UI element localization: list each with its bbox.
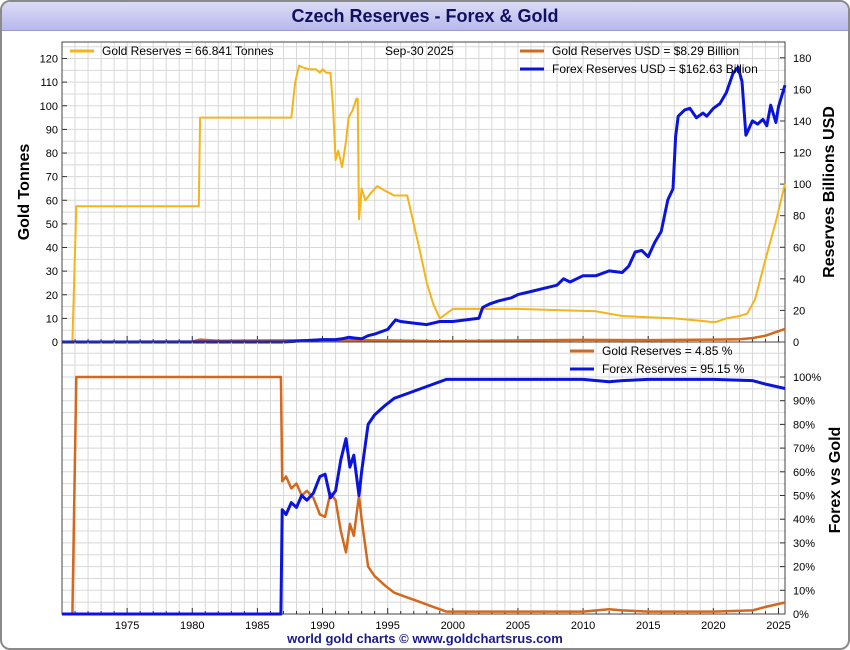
x-tick-label: 1995 bbox=[375, 620, 399, 632]
chart-title: Czech Reserves - Forex & Gold bbox=[2, 2, 848, 31]
top-right-tick-label: 160 bbox=[793, 84, 811, 96]
top-left-tick-label: 30 bbox=[46, 266, 58, 278]
top-series-line-forex-reserves-usd bbox=[62, 65, 787, 344]
top-right-tick-label: 140 bbox=[793, 116, 811, 128]
top-plot-border bbox=[61, 41, 786, 343]
bottom-right-tick-label: 70% bbox=[793, 443, 815, 455]
top-left-tick-label: 10 bbox=[46, 313, 58, 325]
top-right-tick-label: 80 bbox=[793, 211, 805, 223]
top-left-tick-label: 110 bbox=[40, 77, 58, 89]
x-tick-label: 1985 bbox=[245, 620, 269, 632]
x-tick-label: 2010 bbox=[571, 620, 595, 632]
top-right-tick-label: 20 bbox=[793, 305, 805, 317]
top-left-tick-label: 120 bbox=[40, 54, 58, 66]
bottom-right-tick-label: 10% bbox=[793, 585, 815, 597]
top-right-tick-label: 100 bbox=[793, 179, 811, 191]
top-left-tick-label: 100 bbox=[40, 101, 58, 113]
top-left-tick-label: 40 bbox=[46, 243, 58, 255]
x-tick-label: 1990 bbox=[310, 620, 334, 632]
bottom-right-tick-label: 30% bbox=[793, 538, 815, 550]
bottom-right-tick-label: 90% bbox=[793, 396, 815, 408]
legend-label-forex-pct: Forex Reserves = 95.15 % bbox=[602, 362, 745, 376]
top-series-line-gold-reserves-usd bbox=[61, 327, 786, 344]
top-left-tick-label: 50 bbox=[46, 219, 58, 231]
top-left-tick-label: 90 bbox=[46, 124, 58, 136]
top-right-tick-label: 180 bbox=[793, 53, 811, 65]
bottom-right-tick-label: 80% bbox=[793, 419, 815, 431]
x-tick-label: 1975 bbox=[115, 620, 139, 632]
legend-label-forex-usd: Forex Reserves USD = $162.63 Billion bbox=[552, 62, 758, 76]
top-left-tick-label: 60 bbox=[46, 195, 58, 207]
y-axis-label-bottom-right: Forex vs Gold bbox=[827, 427, 844, 534]
bottom-right-tick-label: 60% bbox=[793, 467, 815, 479]
top-series-line-gold-reserves bbox=[71, 64, 786, 343]
bottom-plot-border bbox=[61, 341, 786, 615]
bottom-series-line-forex-reserves bbox=[62, 377, 786, 616]
y-axis-label-right: Reserves Billions USD bbox=[821, 106, 838, 278]
top-right-tick-label: 60 bbox=[793, 242, 805, 254]
legend-label-gold-pct: Gold Reserves = 4.85 % bbox=[602, 344, 733, 358]
top-right-tick-label: 120 bbox=[793, 148, 811, 160]
bottom-right-tick-label: 40% bbox=[793, 514, 815, 526]
bottom-right-tick-label: 50% bbox=[793, 491, 815, 503]
y-axis-label-left: Gold Tonnes bbox=[16, 144, 33, 241]
x-tick-label: 2005 bbox=[506, 620, 530, 632]
x-tick-label: 2015 bbox=[636, 620, 660, 632]
x-tick-label: 2020 bbox=[701, 620, 725, 632]
x-tick-label: 2000 bbox=[441, 620, 465, 632]
top-left-tick-label: 0 bbox=[52, 337, 58, 349]
legend-label-gold-tonnes: Gold Reserves = 66.841 Tonnes bbox=[102, 44, 274, 58]
x-tick-label: 1980 bbox=[180, 620, 204, 632]
top-right-tick-label: 40 bbox=[793, 274, 805, 286]
footer-credit: world gold charts © www.goldchartsrus.co… bbox=[287, 631, 563, 646]
bottom-right-tick-label: 0% bbox=[793, 609, 809, 621]
bottom-right-tick-label: 20% bbox=[793, 562, 815, 574]
top-left-tick-label: 80 bbox=[46, 148, 58, 160]
top-right-tick-label: 0 bbox=[793, 337, 799, 349]
chart-date-label: Sep-30 2025 bbox=[385, 44, 454, 58]
legend-label-gold-usd: Gold Reserves USD = $8.29 Billion bbox=[552, 44, 739, 58]
top-left-tick-label: 70 bbox=[46, 172, 58, 184]
bottom-right-tick-label: 100% bbox=[793, 372, 821, 384]
top-left-tick-label: 20 bbox=[46, 290, 58, 302]
x-tick-label: 2025 bbox=[766, 620, 790, 632]
